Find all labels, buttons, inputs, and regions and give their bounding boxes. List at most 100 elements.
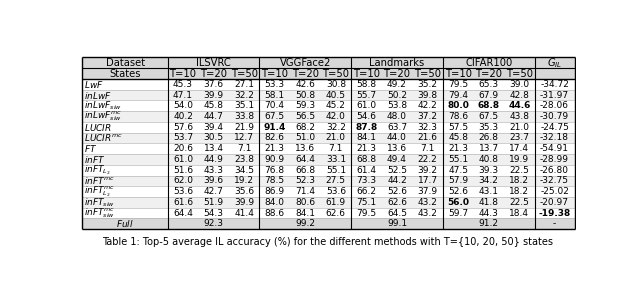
Text: 13.6: 13.6 <box>295 144 316 153</box>
Text: 21.0: 21.0 <box>509 123 529 132</box>
Text: T=20: T=20 <box>383 69 410 79</box>
Text: VGGFace2: VGGFace2 <box>280 58 331 68</box>
Text: 44.2: 44.2 <box>387 176 407 185</box>
Text: 39.9: 39.9 <box>234 198 254 207</box>
Text: 68.8: 68.8 <box>477 101 500 110</box>
Text: 23.8: 23.8 <box>234 155 254 164</box>
Text: 40.5: 40.5 <box>326 90 346 100</box>
Text: 12.7: 12.7 <box>234 134 254 142</box>
Text: -28.99: -28.99 <box>540 155 569 164</box>
Text: 7.1: 7.1 <box>420 144 435 153</box>
Text: 35.3: 35.3 <box>479 123 499 132</box>
Text: 53.6: 53.6 <box>173 187 193 196</box>
Text: CIFAR100: CIFAR100 <box>465 58 512 68</box>
Bar <box>83 79 575 90</box>
Text: 23.7: 23.7 <box>509 134 529 142</box>
Text: 56.5: 56.5 <box>295 112 316 121</box>
Text: T=20: T=20 <box>475 69 502 79</box>
Text: 33.1: 33.1 <box>326 155 346 164</box>
Text: -30.79: -30.79 <box>540 112 569 121</box>
Text: 18.2: 18.2 <box>509 176 529 185</box>
Text: T=10: T=10 <box>261 69 288 79</box>
Text: 45.8: 45.8 <box>204 101 223 110</box>
Bar <box>83 165 575 176</box>
Text: 71.4: 71.4 <box>295 187 316 196</box>
Text: 39.0: 39.0 <box>509 80 529 89</box>
Bar <box>83 111 575 122</box>
Text: 61.0: 61.0 <box>356 101 376 110</box>
Text: 18.4: 18.4 <box>509 208 529 218</box>
Text: 35.6: 35.6 <box>234 187 254 196</box>
Text: 17.7: 17.7 <box>417 176 438 185</box>
Text: 32.3: 32.3 <box>417 123 438 132</box>
Text: 40.2: 40.2 <box>173 112 193 121</box>
Text: 58.1: 58.1 <box>265 90 285 100</box>
Text: 39.8: 39.8 <box>417 90 438 100</box>
Text: 63.7: 63.7 <box>387 123 407 132</box>
Text: 32.2: 32.2 <box>326 123 346 132</box>
Text: 57.5: 57.5 <box>448 123 468 132</box>
Text: 19.9: 19.9 <box>509 155 529 164</box>
Text: 42.0: 42.0 <box>326 112 346 121</box>
Text: $inFT^{mc}$: $inFT^{mc}$ <box>84 175 116 186</box>
Text: 88.6: 88.6 <box>265 208 285 218</box>
Text: 30.8: 30.8 <box>326 80 346 89</box>
Text: 61.6: 61.6 <box>173 198 193 207</box>
Text: $inFT^{mc}_{siw}$: $inFT^{mc}_{siw}$ <box>84 206 116 220</box>
Text: 40.8: 40.8 <box>479 155 499 164</box>
Text: 99.2: 99.2 <box>295 219 316 228</box>
Text: -19.38: -19.38 <box>538 208 571 218</box>
Text: 21.0: 21.0 <box>326 134 346 142</box>
Text: 39.6: 39.6 <box>204 176 223 185</box>
Text: 47.1: 47.1 <box>173 90 193 100</box>
Text: 27.5: 27.5 <box>326 176 346 185</box>
Bar <box>83 186 575 197</box>
Text: 73.3: 73.3 <box>356 176 376 185</box>
Text: Table 1: Top-5 average IL accuracy (%) for the different methods with T={10, 20,: Table 1: Top-5 average IL accuracy (%) f… <box>102 237 554 247</box>
Text: 26.8: 26.8 <box>479 134 499 142</box>
Text: 7.1: 7.1 <box>329 144 343 153</box>
Text: 80.0: 80.0 <box>447 101 469 110</box>
Text: $inFT_{L_2}$: $inFT_{L_2}$ <box>84 163 111 177</box>
Text: 30.5: 30.5 <box>204 134 223 142</box>
Text: 82.6: 82.6 <box>265 134 285 142</box>
Bar <box>83 133 575 143</box>
Text: $FT$: $FT$ <box>84 143 98 154</box>
Text: 57.9: 57.9 <box>448 176 468 185</box>
Text: 51.9: 51.9 <box>204 198 223 207</box>
Text: 18.2: 18.2 <box>509 187 529 196</box>
Text: 55.1: 55.1 <box>326 166 346 175</box>
Text: 51.0: 51.0 <box>295 134 316 142</box>
Text: 13.6: 13.6 <box>387 144 407 153</box>
Text: 21.3: 21.3 <box>448 144 468 153</box>
Text: 59.7: 59.7 <box>448 208 468 218</box>
Text: $Full$: $Full$ <box>116 218 134 229</box>
Text: 56.0: 56.0 <box>447 198 469 207</box>
Text: 37.9: 37.9 <box>417 187 438 196</box>
Text: 45.3: 45.3 <box>173 80 193 89</box>
Text: 13.7: 13.7 <box>479 144 499 153</box>
Text: 90.9: 90.9 <box>265 155 285 164</box>
Text: 58.8: 58.8 <box>356 80 376 89</box>
Text: T=20: T=20 <box>200 69 227 79</box>
Text: 53.8: 53.8 <box>387 101 407 110</box>
Text: 39.3: 39.3 <box>479 166 499 175</box>
Text: 49.2: 49.2 <box>387 80 407 89</box>
Text: 79.4: 79.4 <box>448 90 468 100</box>
Text: 39.4: 39.4 <box>204 123 223 132</box>
Text: 43.8: 43.8 <box>509 112 529 121</box>
Text: 53.3: 53.3 <box>265 80 285 89</box>
Text: -54.91: -54.91 <box>540 144 569 153</box>
Text: 67.5: 67.5 <box>479 112 499 121</box>
Text: T=20: T=20 <box>292 69 319 79</box>
Text: 53.7: 53.7 <box>173 134 193 142</box>
Text: 47.5: 47.5 <box>448 166 468 175</box>
Text: 22.5: 22.5 <box>509 166 529 175</box>
Text: 64.5: 64.5 <box>387 208 407 218</box>
Bar <box>83 176 575 186</box>
Text: 44.9: 44.9 <box>204 155 223 164</box>
Text: 55.7: 55.7 <box>356 90 376 100</box>
Bar <box>83 219 575 229</box>
Text: 50.8: 50.8 <box>295 90 316 100</box>
Text: 21.3: 21.3 <box>356 144 376 153</box>
